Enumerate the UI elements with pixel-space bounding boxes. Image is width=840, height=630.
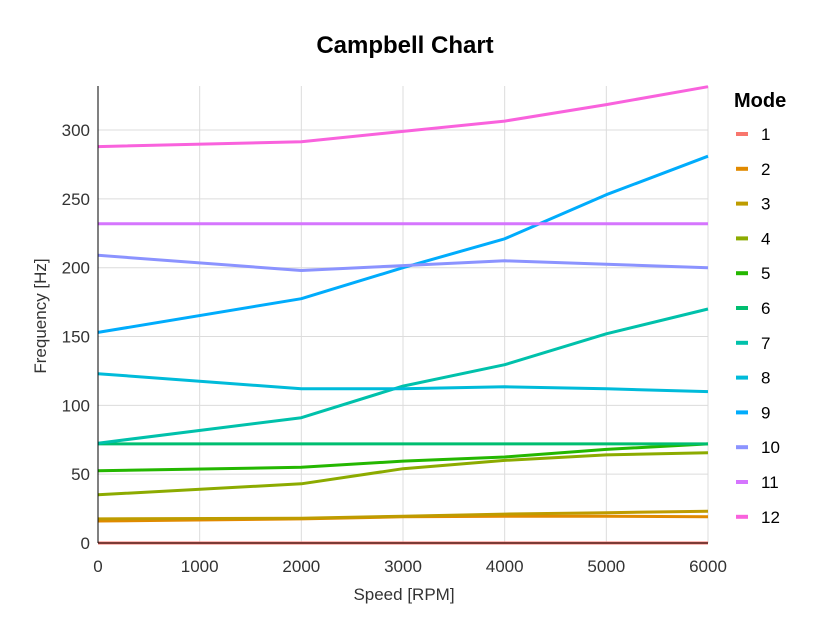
legend-label-mode-9: 9 <box>761 403 770 422</box>
axes <box>97 86 708 544</box>
legend-label-mode-3: 3 <box>761 195 770 214</box>
series-line-mode-8 <box>97 372 709 394</box>
tick-labels: 0 1000 2000 3000 4000 5000 6000 0 50 100 150 200 250… <box>62 121 727 576</box>
legend-label-mode-11: 11 <box>761 473 779 492</box>
series-line-mode-7 <box>97 307 709 445</box>
legend-label-mode-7: 7 <box>761 334 770 353</box>
x-tick-label: 6000 <box>689 557 727 576</box>
y-tick-label: 50 <box>71 465 90 484</box>
legend-label-mode-2: 2 <box>761 160 770 179</box>
y-tick-label: 150 <box>62 328 90 347</box>
x-tick-label: 5000 <box>587 557 625 576</box>
series-line-mode-5 <box>97 442 709 473</box>
y-tick-label: 100 <box>62 396 90 415</box>
y-tick-label: 0 <box>81 534 90 553</box>
y-tick-label: 250 <box>62 190 90 209</box>
x-tick-label: 3000 <box>384 557 422 576</box>
legend-label-mode-10: 10 <box>761 438 780 457</box>
y-tick-label: 200 <box>62 259 90 278</box>
legend-label-mode-4: 4 <box>761 229 770 248</box>
x-tick-label: 1000 <box>181 557 219 576</box>
series-line-mode-4 <box>97 451 709 497</box>
series-line-mode-9 <box>97 154 709 334</box>
x-tick-label: 2000 <box>282 557 320 576</box>
legend-label-mode-6: 6 <box>761 299 770 318</box>
series-line-mode-10 <box>97 253 709 272</box>
legend-label-mode-1: 1 <box>761 125 770 144</box>
y-axis-label: Frequency [Hz] <box>31 258 50 373</box>
series-layer <box>97 85 709 545</box>
grid <box>97 86 709 544</box>
legend-label-mode-5: 5 <box>761 264 770 283</box>
x-axis-label: Speed [RPM] <box>353 585 454 604</box>
y-tick-label: 300 <box>62 121 90 140</box>
legend-label-mode-8: 8 <box>761 369 770 388</box>
series-line-mode-3 <box>97 509 709 521</box>
chart-title: Campbell Chart <box>316 32 493 59</box>
legend-label-mode-12: 12 <box>761 508 780 527</box>
legend-title: Mode <box>734 90 786 112</box>
x-tick-label: 4000 <box>486 557 524 576</box>
series-line-mode-12 <box>97 85 709 149</box>
x-tick-label: 0 <box>93 557 102 576</box>
